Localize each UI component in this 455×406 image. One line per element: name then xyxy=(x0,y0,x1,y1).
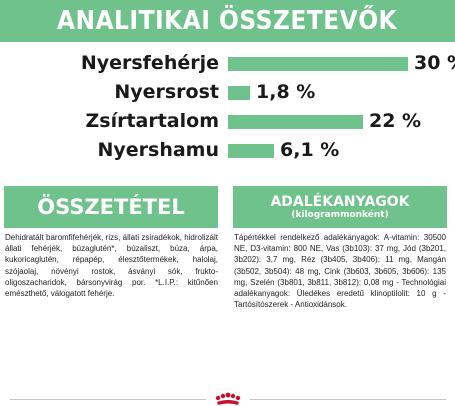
row-value-ash: 6,1 % xyxy=(280,139,340,161)
additives-subtitle: (kilogrammonként) xyxy=(291,210,389,220)
additives-title: ADALÉKANYAGOK xyxy=(270,194,410,210)
composition-title: ÖSSZETÉTEL xyxy=(37,195,185,219)
row-label-ash: Nyershamu xyxy=(97,139,219,161)
bar-ash xyxy=(228,144,274,158)
additives-header: ADALÉKANYAGOK (kilogrammonként) xyxy=(233,186,447,228)
footer-divider-left xyxy=(10,399,206,400)
additives-text: Tápértékkel rendelkező adalékanyagok: A-… xyxy=(234,233,446,310)
footer xyxy=(0,392,455,406)
footer-divider-right xyxy=(250,399,446,400)
composition-text: Dehidratált baromfifehérjék, rizs, állat… xyxy=(5,233,218,299)
row-value-fibre: 1,8 % xyxy=(256,81,316,103)
analytical-title: ANALITIKAI ÖSSZETEVŐK xyxy=(57,6,398,36)
royal-canin-crown-icon xyxy=(215,392,241,405)
bar-fibre xyxy=(228,86,250,100)
composition-header: ÖSSZETÉTEL xyxy=(4,186,218,228)
row-label-fat: Zsírtartalom xyxy=(85,110,219,132)
row-value-protein: 30 % xyxy=(414,52,455,74)
row-value-fat: 22 % xyxy=(369,110,422,132)
row-label-protein: Nyersfehérje xyxy=(80,52,219,74)
row-label-fibre: Nyersrost xyxy=(114,81,219,103)
bar-fat xyxy=(228,115,363,129)
analytical-header: ANALITIKAI ÖSSZETEVŐK xyxy=(0,0,455,42)
bar-protein xyxy=(228,57,408,71)
